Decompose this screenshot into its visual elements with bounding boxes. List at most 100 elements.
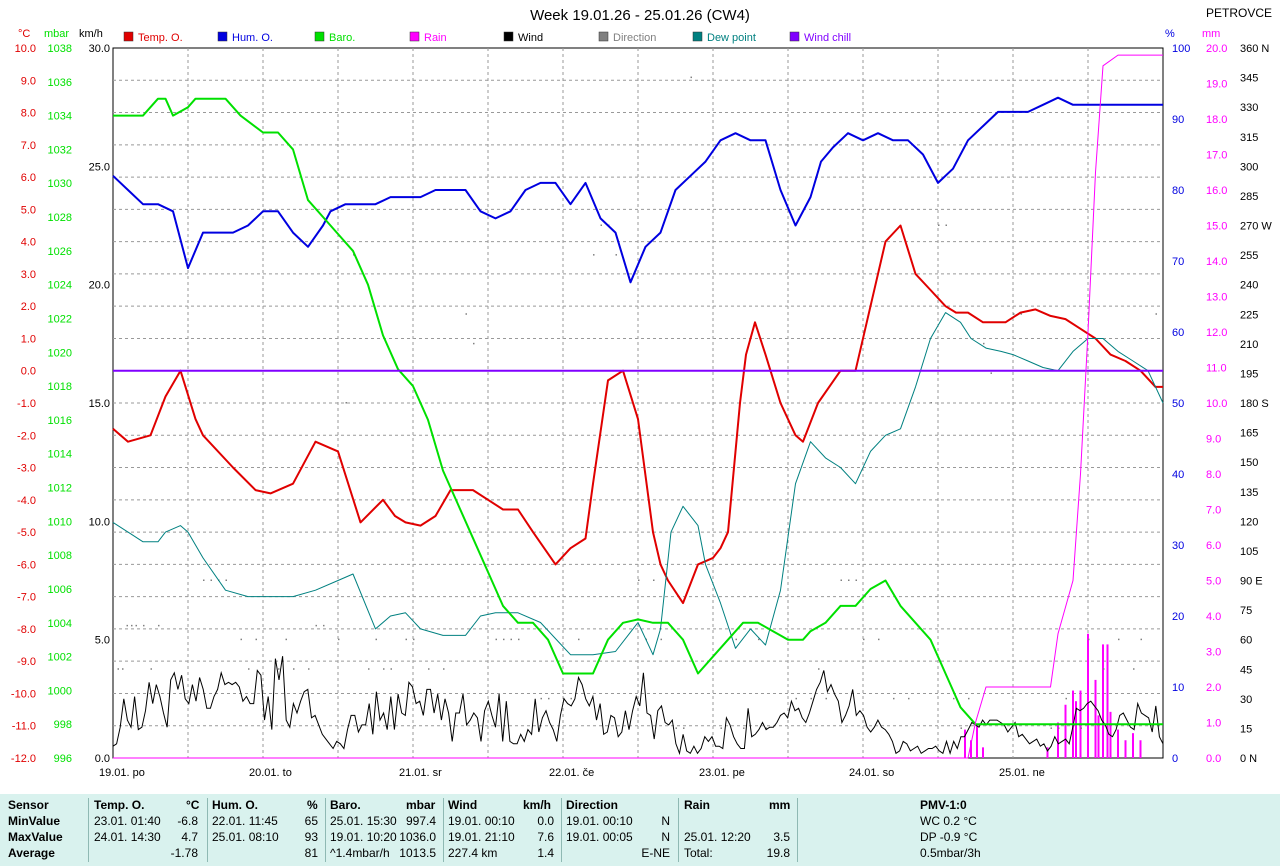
- hum-tick-label: 40: [1172, 469, 1184, 481]
- baro-unit: mbar: [406, 798, 436, 812]
- hum-tick-label: 100: [1172, 43, 1190, 55]
- axes: 10.0 9.0 8.0 7.0 6.0 5.0 4.0 3.0 2.0 1.0 0.0 -1.0 -2…: [11, 43, 1272, 779]
- x-day-label: 25.01. ne: [999, 767, 1045, 779]
- wind-tick-label: 20.0: [89, 280, 110, 292]
- direction-dot: [795, 697, 797, 700]
- stat-time: 25.01. 08:10: [212, 830, 279, 844]
- baro-tick-label: 1024: [48, 280, 72, 292]
- legend-label: Direction: [613, 32, 656, 44]
- direction-dot: [203, 579, 205, 581]
- baro-tick-label: 1008: [48, 550, 72, 562]
- direction-dot: [1065, 697, 1067, 700]
- direction-dot: [1058, 727, 1060, 729]
- direction-dot: [413, 638, 415, 641]
- legend: Temp. O. Hum. O. Baro. Rain Wind Direction Dew…: [123, 31, 851, 44]
- hum-tick-label: 0: [1172, 753, 1178, 765]
- hum-tick-label: 30: [1172, 540, 1184, 552]
- direction-dot: [503, 638, 505, 641]
- direction-tick-label: 75: [1240, 605, 1252, 617]
- wind-series-line: [112, 656, 1164, 756]
- wind-tick-label: 15.0: [89, 398, 110, 410]
- baro-tick-label: 1002: [48, 652, 72, 664]
- direction-dot: [743, 727, 745, 729]
- legend-swatch: [409, 31, 420, 42]
- direction-dot: [510, 638, 512, 641]
- x-day-label: 19.01. po: [99, 767, 145, 779]
- direction-dot: [117, 668, 119, 670]
- direction-dot: [960, 727, 962, 729]
- direction-dot: [1140, 638, 1142, 641]
- direction-dot: [1155, 313, 1157, 315]
- rain-tick-label: 0.0: [1206, 753, 1221, 765]
- direction-dot: [1088, 638, 1090, 641]
- temp-tick-label: 7.0: [21, 140, 36, 152]
- temp-tick-label: -7.0: [17, 592, 36, 604]
- hum-unit: %: [307, 798, 318, 812]
- stat-time: 227.4 km: [448, 846, 498, 860]
- temp-unit: °C: [186, 798, 200, 812]
- wind-tick-label: 0.0: [95, 753, 110, 765]
- row-label: MaxValue: [8, 830, 63, 844]
- direction-dot: [765, 727, 767, 729]
- direction-dot: [1133, 668, 1135, 670]
- baro-tick-label: 1036: [48, 77, 72, 89]
- hum-o-series-line: [112, 96, 1163, 284]
- rain-tick-label: 8.0: [1206, 469, 1221, 481]
- stat-time: 19.01. 00:05: [566, 830, 633, 844]
- temp-tick-label: 3.0: [21, 269, 36, 281]
- direction-dot: [240, 638, 242, 641]
- temp-tick-label: 2.0: [21, 301, 36, 313]
- divider: [561, 798, 562, 862]
- stat-value: E-NE: [641, 846, 670, 860]
- rain-tick-label: 3.0: [1206, 647, 1221, 659]
- baro-tick-label: 1020: [48, 347, 72, 359]
- stat-time: 19.01. 00:10: [448, 814, 515, 828]
- wind-header: Wind: [448, 798, 478, 812]
- direction-dot: [473, 342, 475, 345]
- x-day-label: 23.01. pe: [699, 767, 745, 779]
- direction-dot: [443, 668, 445, 670]
- stat-value: 19.8: [766, 846, 790, 860]
- direction-dot: [1050, 727, 1052, 729]
- direction-tick-label: 270 W: [1240, 221, 1272, 233]
- temp-tick-label: -5.0: [17, 527, 36, 539]
- direction-dot: [338, 638, 340, 641]
- rain-bar: [1139, 740, 1142, 758]
- temp-tick-label: -3.0: [17, 463, 36, 475]
- temp-tick-label: -4.0: [17, 495, 36, 507]
- direction-dot: [735, 638, 737, 641]
- temp-tick-label: -12.0: [11, 753, 36, 765]
- direction-dot: [1118, 638, 1120, 641]
- direction-dot: [293, 668, 295, 670]
- direction-tick-label: 240: [1240, 280, 1258, 292]
- direction-dot: [225, 579, 227, 581]
- legend-label: Rain: [424, 32, 447, 44]
- stat-time: 25.01. 15:30: [330, 814, 397, 828]
- direction-tick-label: 105: [1240, 546, 1258, 558]
- rain-bar: [1057, 722, 1059, 758]
- rain-tick-label: 4.0: [1206, 611, 1221, 623]
- direction-dot: [323, 624, 325, 627]
- stat-time: ^1.4mbar/h: [330, 846, 390, 860]
- legend-swatch: [123, 31, 134, 42]
- sensor-header: Sensor: [8, 798, 49, 812]
- rain-bar: [1075, 701, 1077, 758]
- legend-swatch: [503, 31, 514, 42]
- stat-time: 19.01. 00:10: [566, 814, 633, 828]
- direction-dot: [758, 638, 760, 641]
- direction-dot: [720, 727, 722, 729]
- direction-dot: [983, 342, 985, 345]
- rain-tick-label: 1.0: [1206, 718, 1221, 730]
- direction-dot: [390, 668, 392, 670]
- baro-tick-label: 1018: [48, 381, 72, 393]
- direction-tick-label: 150: [1240, 457, 1258, 469]
- rain-bar: [1046, 747, 1049, 758]
- rain-unit: mm: [769, 798, 791, 812]
- direction-dot: [383, 668, 385, 670]
- rain-tick-label: 10.0: [1206, 398, 1227, 410]
- rain-tick-label: 11.0: [1206, 363, 1227, 375]
- direction-dot: [825, 697, 827, 700]
- stat-value: -6.8: [177, 814, 198, 828]
- direction-dot: [953, 697, 955, 700]
- temp-tick-label: -9.0: [17, 656, 36, 668]
